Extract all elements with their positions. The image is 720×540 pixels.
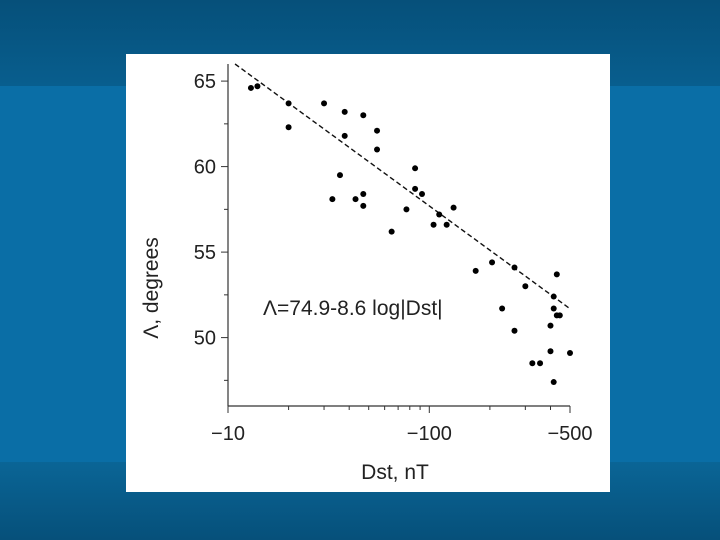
y-axis-title: Λ, degrees: [140, 237, 163, 339]
x-tick-label: −10: [211, 423, 245, 445]
data-point: [567, 349, 573, 356]
y-tick-label: 65: [194, 71, 216, 93]
data-point: [341, 108, 348, 115]
data-point: [360, 190, 367, 197]
data-point: [419, 190, 426, 197]
x-axis-title: Dst, nT: [361, 461, 429, 484]
data-point: [360, 112, 367, 119]
data-point: [550, 293, 557, 300]
data-point: [547, 348, 554, 355]
data-point: [412, 165, 419, 172]
x-tick-label: −500: [547, 423, 592, 445]
data-point: [553, 271, 560, 278]
data-point: [511, 327, 518, 334]
fit-line-group: [234, 63, 571, 310]
data-point: [537, 360, 544, 367]
data-point: [374, 146, 381, 153]
y-tick-label: 60: [194, 157, 216, 179]
data-point: [341, 132, 348, 139]
data-point: [329, 196, 336, 203]
data-point: [489, 259, 496, 266]
x-tick-label: −100: [407, 423, 452, 445]
fit-line: [234, 63, 571, 310]
axes: 50 55 60 65 −10 −100 −500: [194, 64, 593, 445]
data-point: [374, 127, 381, 134]
data-point: [285, 100, 292, 107]
data-point: [529, 360, 536, 367]
data-point: [511, 264, 518, 271]
data-point: [254, 83, 261, 90]
data-point: [450, 204, 457, 211]
data-point: [550, 305, 557, 312]
y-tick-label: 55: [194, 242, 216, 264]
data-point: [472, 267, 479, 274]
data-point: [388, 228, 395, 235]
data-point: [336, 172, 343, 179]
data-point: [556, 312, 563, 319]
data-point: [550, 379, 557, 386]
scatter-chart: 50 55 60 65 −10 −100 −500 Λ, degrees Dst, nT Λ…: [140, 63, 593, 484]
data-point: [412, 185, 419, 192]
data-point: [321, 100, 328, 107]
data-point: [443, 221, 450, 228]
chart-panel: 50 55 60 65 −10 −100 −500 Λ, degrees Dst, nT Λ…: [126, 54, 610, 492]
data-point: [522, 283, 529, 290]
data-point: [352, 196, 359, 203]
data-point: [430, 221, 437, 228]
data-point: [247, 84, 254, 91]
data-points: [247, 83, 573, 386]
fit-equation-annotation: Λ=74.9-8.6 log|Dst|: [263, 297, 443, 320]
y-tick-label: 50: [194, 328, 216, 350]
data-point: [285, 124, 292, 131]
data-point: [436, 211, 443, 218]
data-point: [547, 322, 554, 329]
data-point: [360, 202, 367, 209]
data-point: [403, 206, 410, 213]
data-point: [499, 305, 506, 312]
